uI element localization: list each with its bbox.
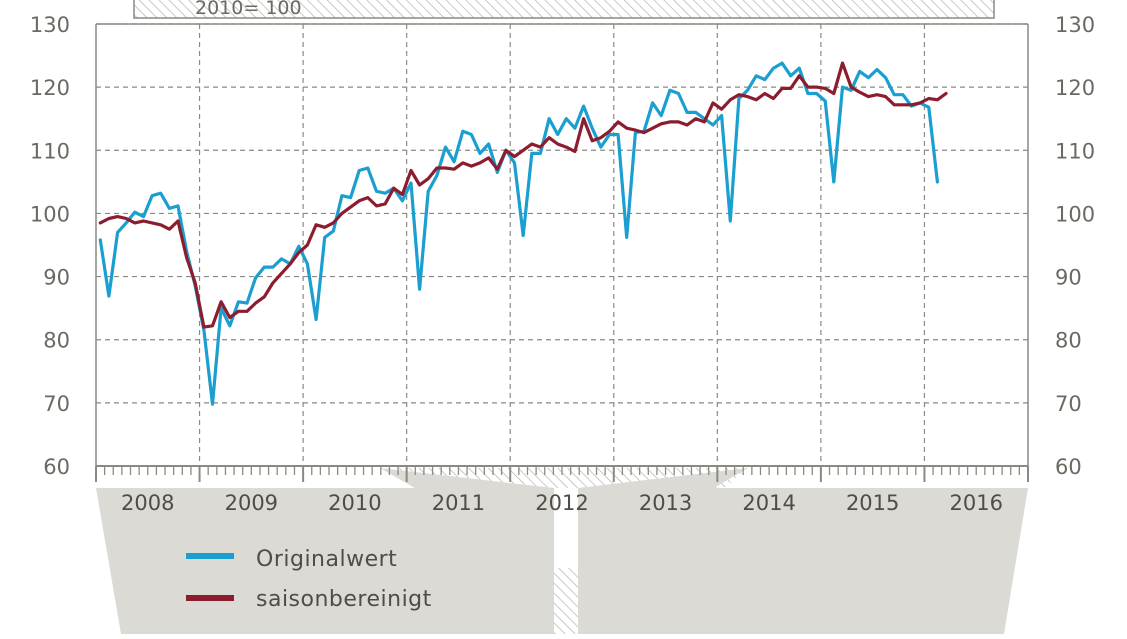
- y-tick-label-right: 110: [1055, 139, 1095, 163]
- legend-swatch-original: [186, 553, 234, 559]
- y-tick-label-left: 60: [43, 455, 70, 479]
- x-tick-label: 2011: [432, 491, 485, 515]
- series-line-original: [98, 61, 940, 406]
- y-tick-label-right: 100: [1055, 202, 1095, 226]
- y-tick-label-right: 120: [1055, 76, 1095, 100]
- y-tick-label-left: 110: [30, 139, 70, 163]
- note-box: [133, 0, 995, 19]
- legend-panel-right: [578, 488, 1028, 634]
- legend-panel-hatched-stem: [554, 568, 578, 634]
- x-tick-label: 2016: [949, 491, 1002, 515]
- y-tick-label-right: 80: [1055, 329, 1082, 353]
- y-tick-label-right: 60: [1055, 455, 1082, 479]
- grid-layer: [95, 23, 1029, 466]
- x-tick-label: 2013: [639, 491, 692, 515]
- y-tick-label-left: 70: [43, 392, 70, 416]
- axis-layer: [95, 23, 1029, 482]
- x-tick-label: 2012: [535, 491, 588, 515]
- y-tick-label-left: 130: [30, 13, 70, 37]
- legend-swatch-adjusted: [186, 595, 234, 601]
- series-line-adjusted: [98, 61, 948, 329]
- y-tick-label-left: 90: [43, 266, 70, 290]
- legend-panel-right-notch: [578, 468, 748, 568]
- tick-labels: 60 60 70 70 80 80 90 90 100 100 110 110 120 120 130 130…: [30, 13, 1095, 515]
- x-tick-label: 2009: [225, 491, 278, 515]
- x-tick-label: 2014: [742, 491, 795, 515]
- y-tick-label-right: 130: [1055, 13, 1095, 37]
- y-tick-label-right: 70: [1055, 392, 1082, 416]
- x-tick-label: 2010: [328, 491, 381, 515]
- note-label: 2010= 100: [195, 0, 302, 19]
- series-layer: [98, 61, 948, 406]
- legend-label-adjusted: saisonbereinigt: [256, 587, 432, 612]
- x-tick-label: 2008: [121, 491, 174, 515]
- y-tick-label-right: 90: [1055, 266, 1082, 290]
- y-tick-label-left: 80: [43, 329, 70, 353]
- legend-panel-left-notch: [380, 468, 554, 568]
- y-tick-label-left: 100: [30, 202, 70, 226]
- legend-label-original: Originalwert: [256, 547, 397, 572]
- y-tick-label-left: 120: [30, 76, 70, 100]
- x-tick-label: 2015: [846, 491, 899, 515]
- legend: Originalwert saisonbereinigt: [186, 547, 432, 612]
